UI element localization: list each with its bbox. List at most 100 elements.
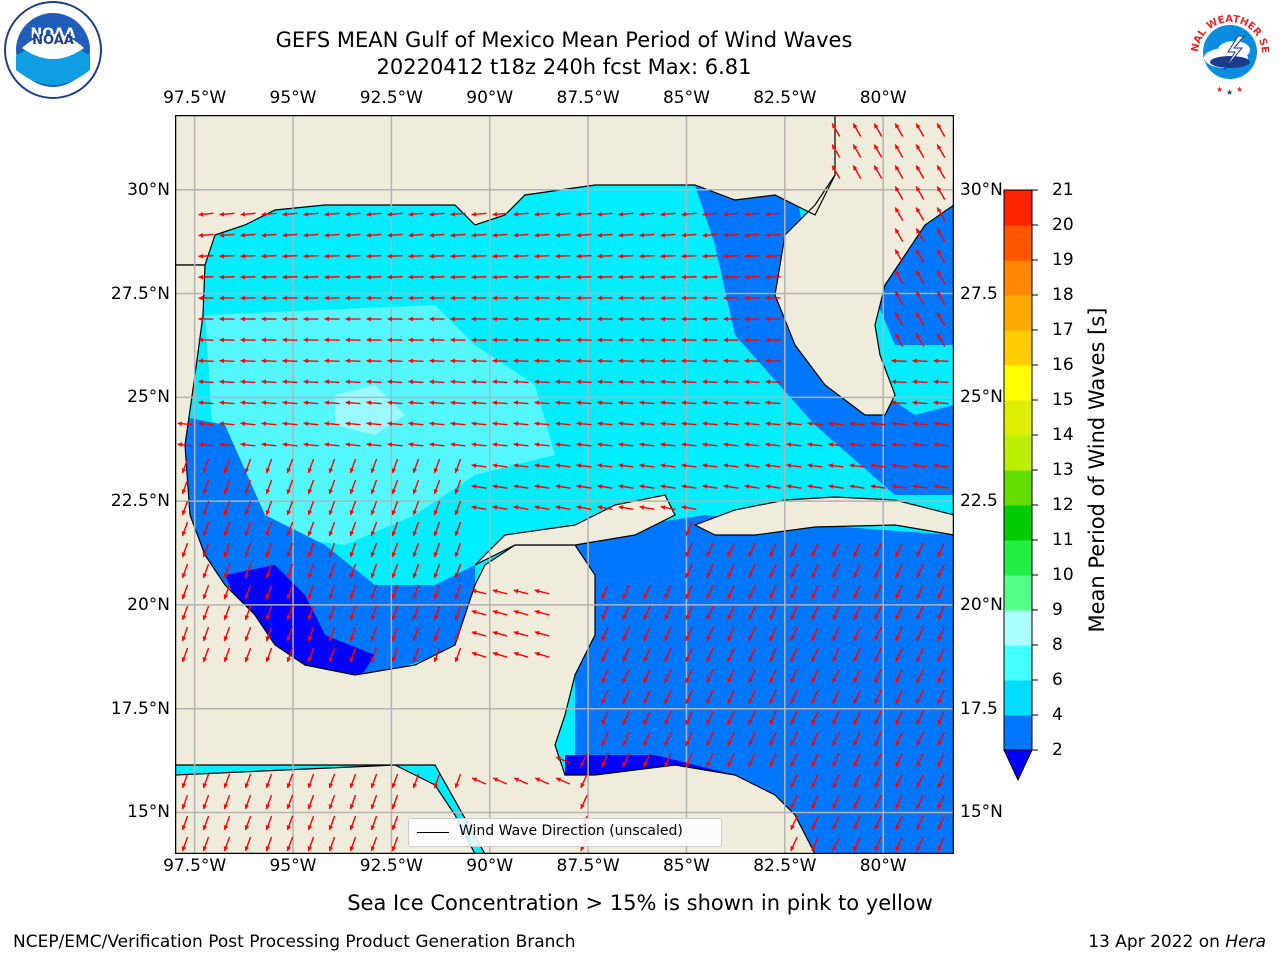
wind-wave-arrow bbox=[895, 794, 903, 810]
wind-wave-arrow bbox=[723, 295, 739, 301]
wind-wave-arrow bbox=[286, 521, 294, 537]
wind-wave-arrow bbox=[744, 400, 760, 406]
wind-wave-arrow bbox=[534, 505, 550, 510]
wind-wave-arrow bbox=[597, 400, 613, 406]
wind-wave-arrow bbox=[727, 605, 735, 621]
wind-wave-arrow bbox=[387, 400, 403, 406]
wind-wave-arrow bbox=[181, 815, 189, 831]
lon-tick-top: 85°W bbox=[662, 88, 710, 108]
wind-wave-arrow bbox=[936, 186, 946, 200]
colorbar bbox=[1003, 189, 1038, 782]
wind-wave-arrow bbox=[370, 563, 378, 579]
wind-wave-arrow bbox=[807, 421, 823, 427]
wind-wave-arrow bbox=[223, 794, 231, 810]
wind-wave-arrow bbox=[597, 211, 613, 217]
wind-wave-arrow bbox=[412, 479, 420, 495]
wind-wave-arrow bbox=[387, 379, 403, 385]
wind-wave-arrow bbox=[303, 421, 319, 427]
wind-wave-arrow bbox=[639, 274, 655, 280]
wind-wave-arrow bbox=[202, 836, 210, 852]
wind-wave-arrow bbox=[454, 605, 462, 621]
wind-wave-arrow bbox=[723, 211, 739, 217]
wind-wave-arrow bbox=[513, 588, 529, 595]
sea-ice-caption: Sea Ice Concentration > 15% is shown in … bbox=[347, 891, 933, 915]
wind-wave-arrow bbox=[429, 274, 445, 280]
wind-wave-arrow bbox=[202, 794, 210, 810]
wind-wave-arrow bbox=[618, 421, 634, 427]
wind-wave-arrow bbox=[811, 794, 819, 810]
date-text: 13 Apr 2022 on bbox=[1088, 932, 1220, 952]
wind-wave-arrow bbox=[936, 228, 946, 242]
wind-wave-arrow bbox=[744, 358, 760, 364]
wind-wave-arrow bbox=[915, 165, 925, 179]
wind-wave-arrow bbox=[702, 232, 718, 238]
wind-wave-arrow bbox=[307, 584, 315, 600]
colorbar-tick: 21 bbox=[1052, 180, 1074, 200]
wind-wave-arrow bbox=[916, 731, 924, 747]
wind-wave-arrow bbox=[391, 647, 399, 663]
wind-wave-arrow bbox=[916, 710, 924, 726]
wind-wave-arrow bbox=[324, 232, 340, 238]
wind-wave-arrow bbox=[450, 379, 466, 385]
wind-wave-arrow bbox=[349, 794, 357, 810]
wind-wave-arrow bbox=[643, 668, 651, 684]
wind-wave-arrow bbox=[597, 505, 613, 510]
wind-wave-arrow bbox=[723, 442, 739, 448]
wind-wave-arrow bbox=[555, 421, 571, 427]
wind-wave-arrow bbox=[412, 605, 420, 621]
wind-wave-arrow bbox=[513, 337, 529, 343]
wind-wave-arrow bbox=[723, 400, 739, 406]
wind-wave-arrow bbox=[576, 253, 592, 259]
wind-wave-arrow bbox=[534, 463, 550, 468]
wind-wave-arrow bbox=[916, 836, 924, 852]
wind-wave-arrow bbox=[895, 605, 903, 621]
wind-wave-arrow bbox=[870, 463, 886, 468]
wind-wave-arrow bbox=[433, 563, 441, 579]
wind-wave-arrow bbox=[853, 563, 861, 579]
colorbar-tick: 17 bbox=[1052, 320, 1074, 340]
wind-wave-arrow bbox=[832, 689, 840, 705]
wind-wave-arrow bbox=[744, 316, 760, 322]
wind-wave-arrow bbox=[366, 442, 382, 448]
wind-wave-arrow bbox=[723, 463, 739, 468]
wind-wave-arrow bbox=[706, 752, 714, 768]
wind-wave-arrow bbox=[244, 626, 252, 642]
wind-wave-arrow bbox=[748, 605, 756, 621]
colorbar-tick: 13 bbox=[1052, 460, 1074, 480]
wind-wave-arrow bbox=[534, 295, 550, 301]
wind-wave-arrow bbox=[744, 442, 760, 448]
wind-wave-arrow bbox=[265, 479, 273, 495]
wind-wave-arrow bbox=[555, 316, 571, 322]
wind-wave-arrow bbox=[534, 442, 550, 448]
wind-wave-arrow bbox=[534, 400, 550, 406]
wind-wave-arrow bbox=[597, 463, 613, 468]
wind-wave-arrow bbox=[370, 626, 378, 642]
wind-wave-arrow bbox=[282, 316, 298, 322]
wind-wave-arrow bbox=[345, 274, 361, 280]
wind-wave-arrow bbox=[811, 584, 819, 600]
wind-wave-arrow bbox=[471, 463, 487, 468]
wind-wave-arrow bbox=[471, 777, 487, 785]
wind-wave-arrow bbox=[370, 479, 378, 495]
wind-wave-arrow bbox=[915, 144, 925, 158]
wind-wave-arrow bbox=[895, 815, 903, 831]
wind-wave-arrow bbox=[366, 295, 382, 301]
wind-wave-arrow bbox=[328, 563, 336, 579]
wind-wave-arrow bbox=[198, 253, 214, 259]
wind-wave-arrow bbox=[244, 647, 252, 663]
wind-wave-arrow bbox=[219, 232, 235, 238]
wind-wave-arrow bbox=[723, 337, 739, 343]
wind-wave-arrow bbox=[765, 400, 781, 406]
wind-wave-arrow bbox=[891, 400, 907, 406]
wind-wave-arrow bbox=[181, 773, 189, 789]
wind-wave-arrow bbox=[832, 794, 840, 810]
wind-wave-arrow bbox=[832, 542, 840, 558]
colorbar-tick: 10 bbox=[1052, 565, 1074, 585]
wind-wave-arrow bbox=[811, 668, 819, 684]
wind-wave-arrow bbox=[492, 379, 508, 385]
wind-wave-arrow bbox=[240, 211, 256, 217]
wind-wave-arrow bbox=[618, 463, 634, 468]
wind-wave-arrow bbox=[345, 400, 361, 406]
wind-wave-arrow bbox=[702, 358, 718, 364]
wind-wave-arrow bbox=[454, 521, 462, 537]
